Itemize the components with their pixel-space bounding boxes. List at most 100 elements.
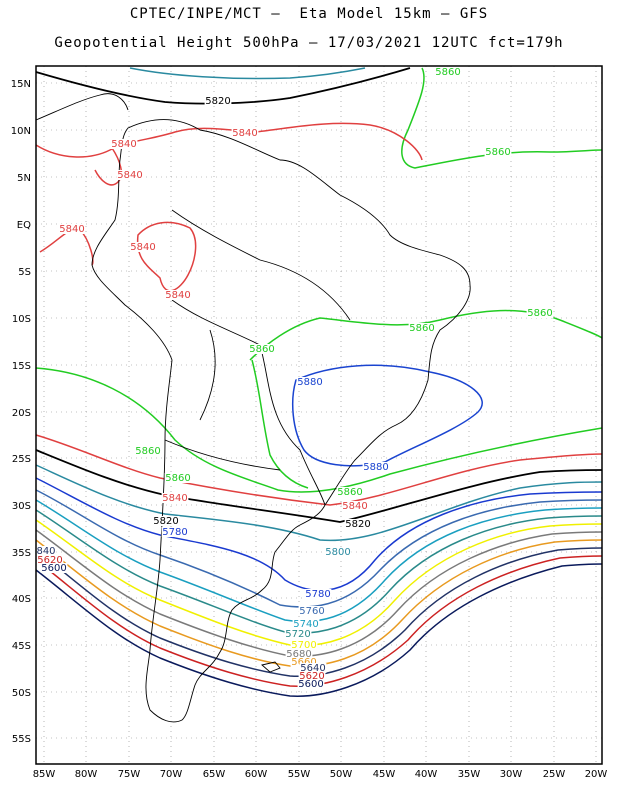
longitude-label: 75W [118, 769, 141, 780]
longitude-label: 25W [543, 769, 566, 780]
latitude-label: 5N [17, 173, 31, 184]
svg-text:5840: 5840 [165, 290, 190, 301]
svg-text:5680: 5680 [286, 649, 311, 660]
contour-label: 5840 [116, 170, 144, 181]
contour-label: 5680 [285, 649, 313, 660]
contour-label: 5860 [164, 473, 192, 484]
falkland-islands [261, 661, 281, 673]
longitude-label: 85W [33, 769, 56, 780]
latitude-label: 20S [12, 408, 31, 419]
contour-label: 5780 [161, 527, 189, 538]
svg-text:5620: 5620 [37, 555, 62, 566]
contour-label: 5840 [58, 224, 86, 235]
contour-label: 5600 [297, 679, 325, 690]
svg-text:5860: 5860 [485, 147, 510, 158]
contour-label: 5780 [304, 589, 332, 600]
svg-text:5840: 5840 [162, 493, 187, 504]
contour-label: 5820 [344, 519, 372, 530]
contour-5880 [291, 364, 483, 467]
contour-5840 [136, 221, 197, 292]
svg-text:5820: 5820 [153, 516, 178, 527]
contour-5860 [249, 309, 603, 361]
svg-text:5660: 5660 [291, 657, 316, 668]
latitude-label: 25S [12, 454, 31, 465]
contour-label: 5700 [290, 640, 318, 651]
latitude-label: 50S [12, 688, 31, 699]
contour-label: 5720 [284, 629, 312, 640]
contour-5680 [35, 529, 603, 658]
coastlines-and-borders [35, 93, 471, 723]
longitude-label: 80W [75, 769, 98, 780]
contour-label: 5860 [526, 308, 554, 319]
longitude-label: 45W [373, 769, 396, 780]
contour-5800 [129, 67, 366, 80]
svg-text:5800: 5800 [325, 547, 350, 558]
country-borders [164, 209, 351, 506]
contour-labels: 5820 5840 5840 5840 5840 5840 5840 5860 5860 5860… [35, 67, 554, 690]
contour-label: 5760 [298, 606, 326, 617]
contour-label: 5880 [296, 377, 324, 388]
svg-text:5720: 5720 [285, 629, 310, 640]
svg-text:5840: 5840 [342, 501, 367, 512]
latitude-label: 10N [11, 126, 31, 137]
contour-5840 [35, 122, 423, 161]
svg-text:5820: 5820 [345, 519, 370, 530]
svg-text:5860: 5860 [435, 67, 460, 78]
south-america-coastline [91, 119, 471, 723]
contour-label: 840 [35, 546, 57, 557]
longitude-label: 55W [288, 769, 311, 780]
contour-label: 5820 [204, 96, 232, 107]
svg-text:5860: 5860 [165, 473, 190, 484]
contour-5800 [35, 464, 603, 542]
contour-label: 5860 [336, 487, 364, 498]
contour-label: 5740 [292, 619, 320, 630]
longitude-label: 40W [415, 769, 438, 780]
contour-5860 [251, 359, 309, 489]
svg-text:840: 840 [36, 546, 55, 557]
svg-text:5860: 5860 [527, 308, 552, 319]
svg-text:5640: 5640 [300, 663, 325, 674]
svg-text:5860: 5860 [249, 344, 274, 355]
contour-label: 5860 [134, 446, 162, 457]
contour-label: 5620 [36, 555, 64, 566]
contour-5860 [35, 367, 603, 493]
longitude-label: 70W [160, 769, 183, 780]
svg-text:5880: 5880 [363, 462, 388, 473]
svg-text:5780: 5780 [305, 589, 330, 600]
map-frame [35, 65, 603, 765]
contour-5780 [35, 477, 603, 592]
title-line-2: Geopotential Height 500hPa – 17/03/2021 … [54, 35, 564, 51]
svg-text:5840: 5840 [111, 139, 136, 150]
svg-text:5860: 5860 [135, 446, 160, 457]
longitude-label: 60W [245, 769, 268, 780]
contour-label: 5840 [164, 290, 192, 301]
contour-label: 5840 [161, 493, 189, 504]
svg-text:5760: 5760 [299, 606, 324, 617]
svg-text:5820: 5820 [205, 96, 230, 107]
svg-text:5840: 5840 [232, 128, 257, 139]
contour-label: 5820 [152, 516, 180, 527]
title-line-1: CPTEC/INPE/MCT – Eta Model 15km – GFS [129, 6, 489, 22]
svg-text:5880: 5880 [297, 377, 322, 388]
contour-5760 [35, 489, 603, 608]
contour-label: 5660 [290, 657, 318, 668]
longitude-label: 35W [458, 769, 481, 780]
longitude-label: 30W [500, 769, 523, 780]
contour-label: 5620 [298, 671, 326, 682]
svg-text:5600: 5600 [298, 679, 323, 690]
contour-label: 5840 [110, 139, 138, 150]
contour-5820 [35, 449, 603, 523]
contour-5840 [94, 147, 123, 186]
svg-text:5780: 5780 [162, 527, 187, 538]
latitude-label: 10S [12, 314, 31, 325]
svg-text:5840: 5840 [117, 170, 142, 181]
axis-labels: 15N 10N 5N EQ 5S 10S 15S 20S 25S 30S 35S 40S 45S 50S 5… [11, 79, 608, 780]
contour-5840 [35, 434, 603, 506]
latitude-label: 15S [12, 361, 31, 372]
contour-5740 [35, 499, 603, 623]
contour-label: 5840 [341, 501, 369, 512]
svg-text:5740: 5740 [293, 619, 318, 630]
contour-label: 5860 [248, 344, 276, 355]
contour-label: 5840 [129, 242, 157, 253]
svg-text:5700: 5700 [291, 640, 316, 651]
